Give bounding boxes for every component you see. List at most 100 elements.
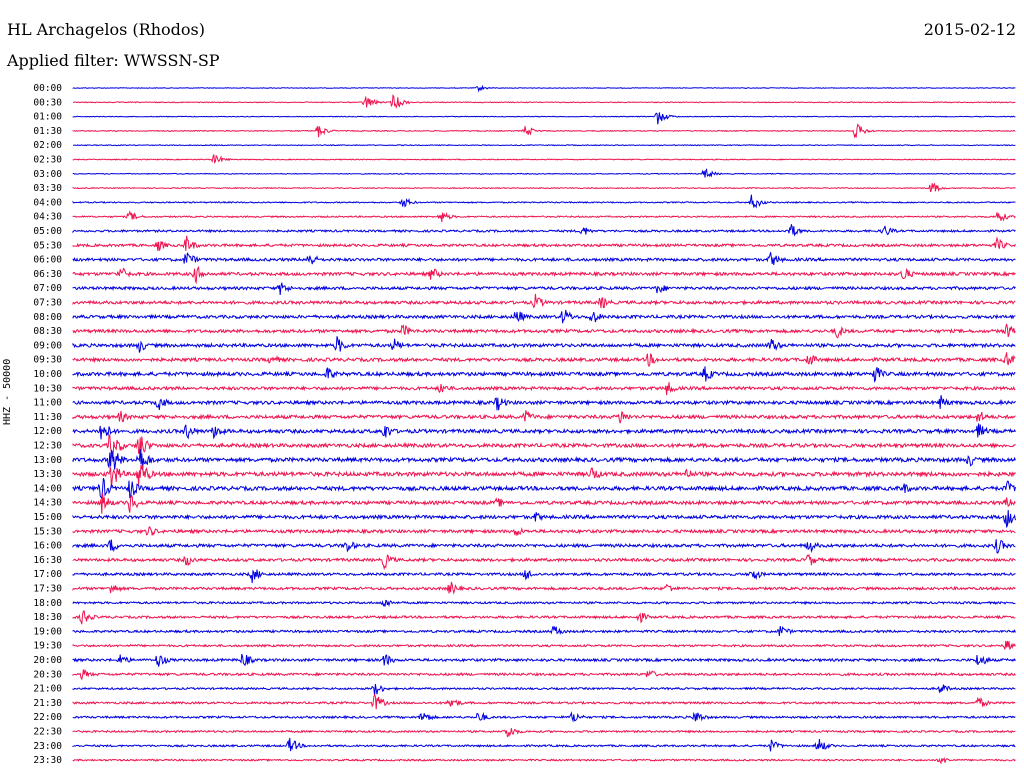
time-label: 13:30: [33, 469, 62, 480]
trace-line: [72, 433, 1016, 459]
time-label: 02:30: [33, 155, 62, 166]
trace-line: [72, 265, 1016, 285]
trace-line: [72, 382, 1016, 396]
time-label: 08:00: [33, 312, 62, 323]
time-label: 11:30: [33, 412, 62, 423]
trace-line: [72, 93, 1016, 109]
trace-line: [72, 625, 1016, 636]
trace-line: [72, 669, 1016, 681]
time-label: 14:30: [33, 498, 62, 509]
time-label: 12:00: [33, 426, 62, 437]
time-label: 16:30: [33, 555, 62, 566]
trace-line: [72, 210, 1016, 223]
time-label: 21:30: [33, 698, 62, 709]
time-label: 10:30: [33, 383, 62, 394]
time-label: 19:30: [33, 641, 62, 652]
trace-line: [72, 569, 1016, 584]
trace-line: [72, 539, 1016, 554]
trace-line: [72, 366, 1016, 383]
trace-line: [72, 336, 1016, 353]
trace-line: [72, 756, 1016, 765]
time-label: 17:30: [33, 584, 62, 595]
time-label: 15:00: [33, 512, 62, 523]
trace-line: [72, 553, 1016, 571]
seismic-traces: [72, 84, 1016, 765]
time-label: 18:30: [33, 612, 62, 623]
trace-line: [72, 653, 1016, 667]
time-label: 06:00: [33, 255, 62, 266]
time-label: 16:00: [33, 541, 62, 552]
trace-line: [72, 640, 1016, 650]
time-label: 14:00: [33, 483, 62, 494]
time-label: 19:00: [33, 626, 62, 637]
time-label: 07:00: [33, 283, 62, 294]
time-label: 23:00: [33, 741, 62, 752]
time-label: 04:30: [33, 212, 62, 223]
trace-line: [72, 168, 1016, 178]
time-label: 00:00: [33, 83, 62, 94]
trace-line: [72, 711, 1016, 723]
trace-line: [72, 123, 1016, 139]
time-label: 09:00: [33, 340, 62, 351]
time-label: 15:30: [33, 526, 62, 537]
trace-line: [72, 252, 1016, 266]
time-label: 18:00: [33, 598, 62, 609]
time-label: 01:30: [33, 126, 62, 137]
trace-line: [72, 144, 1016, 147]
trace-line: [72, 693, 1016, 710]
trace-line: [72, 423, 1016, 440]
trace-line: [72, 610, 1016, 625]
trace-line: [72, 84, 1016, 93]
trace-line: [72, 235, 1016, 251]
time-label: 17:00: [33, 569, 62, 580]
time-label: 06:30: [33, 269, 62, 280]
trace-line: [72, 448, 1016, 471]
trace-line: [72, 154, 1016, 164]
trace-line: [72, 309, 1016, 324]
record-date: 2015-02-12: [923, 20, 1016, 39]
time-label: 20:00: [33, 655, 62, 666]
time-label: 03:00: [33, 169, 62, 180]
time-labels: 00:00 00:30 01:00 01:30 02:00 02:30 03:00 03:30…: [33, 83, 62, 766]
time-label: 09:30: [33, 355, 62, 366]
trace-line: [72, 112, 1016, 125]
station-title: HL Archagelos (Rhodos): [7, 20, 205, 39]
time-label: 23:30: [33, 755, 62, 766]
trace-line: [72, 683, 1016, 697]
time-label: 21:00: [33, 684, 62, 695]
time-label: 12:30: [33, 441, 62, 452]
time-label: 22:30: [33, 727, 62, 738]
trace-line: [72, 293, 1016, 309]
trace-line: [72, 464, 1016, 489]
trace-line: [72, 410, 1016, 424]
time-label: 13:00: [33, 455, 62, 466]
trace-line: [72, 493, 1016, 514]
trace-line: [72, 526, 1016, 536]
trace-line: [72, 352, 1016, 368]
trace-line: [72, 737, 1016, 752]
time-label: 04:00: [33, 197, 62, 208]
time-label: 08:30: [33, 326, 62, 337]
time-label: 20:30: [33, 669, 62, 680]
trace-line: [72, 194, 1016, 209]
trace-line: [72, 182, 1016, 193]
filter-label: Applied filter: WWSSN-SP: [7, 51, 220, 70]
time-label: 11:00: [33, 398, 62, 409]
trace-line: [72, 323, 1016, 339]
trace-line: [72, 599, 1016, 608]
trace-line: [72, 395, 1016, 411]
time-label: 00:30: [33, 97, 62, 108]
trace-line: [72, 728, 1016, 738]
trace-line: [72, 478, 1016, 500]
time-label: 03:30: [33, 183, 62, 194]
time-label: 07:30: [33, 298, 62, 309]
trace-line: [72, 581, 1016, 595]
time-label: 05:30: [33, 240, 62, 251]
time-label: 22:00: [33, 712, 62, 723]
time-label: 01:00: [33, 112, 62, 123]
trace-line: [72, 509, 1016, 529]
time-label: 02:00: [33, 140, 62, 151]
time-label: 10:00: [33, 369, 62, 380]
trace-line: [72, 224, 1016, 237]
